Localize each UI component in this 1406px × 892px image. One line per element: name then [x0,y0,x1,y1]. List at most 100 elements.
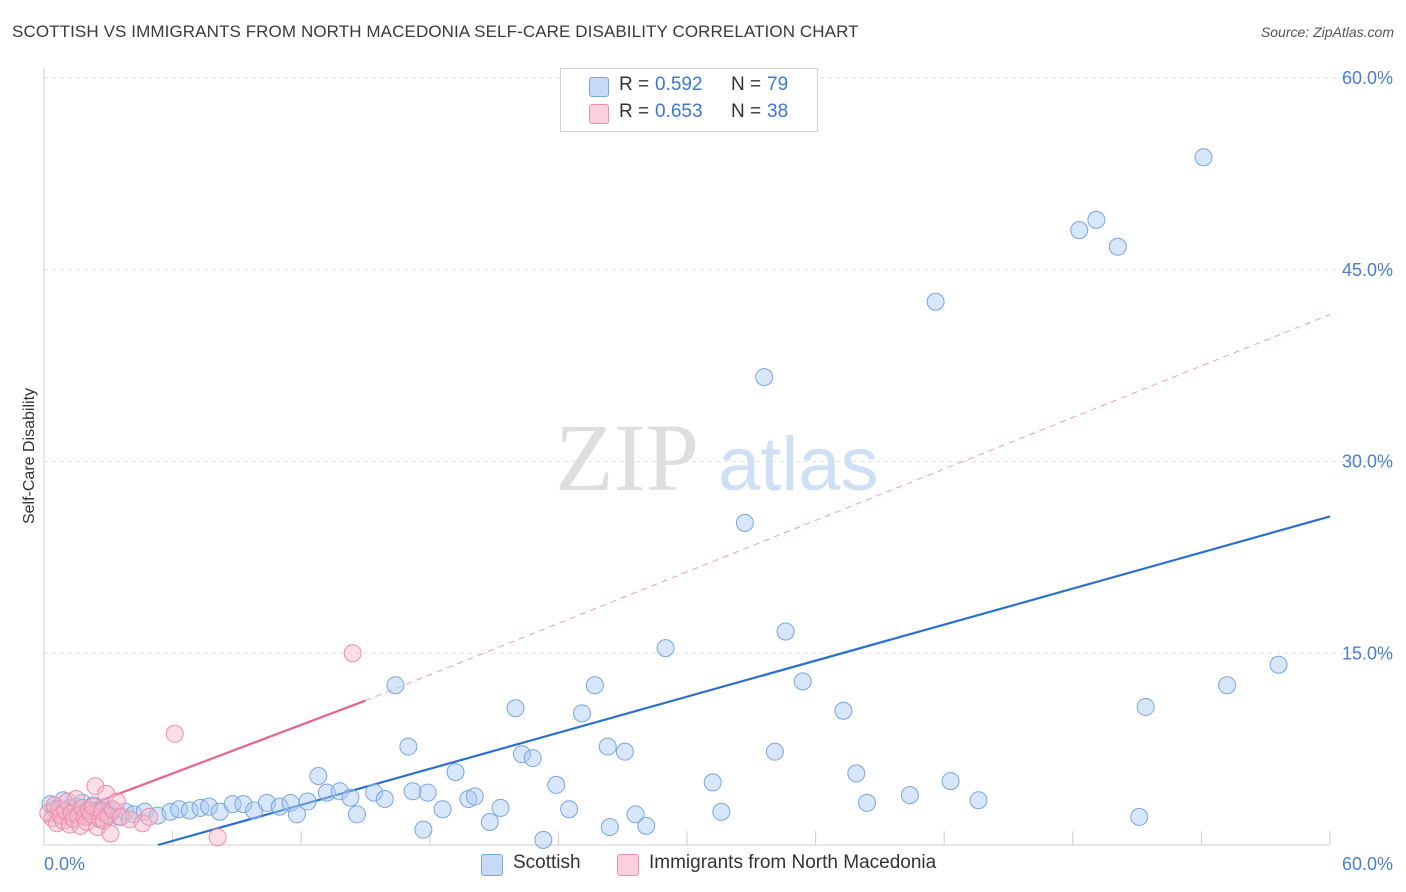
data-point [140,807,159,826]
source-label: Source: ZipAtlas.com [1260,24,1394,40]
data-point [523,749,542,768]
watermark-atlas: atlas [718,422,879,507]
data-point [309,766,328,785]
data-point [637,816,656,835]
data-point [386,676,405,695]
legend-n-value: 38 [767,101,789,122]
data-point [365,783,384,802]
data-point [900,786,919,805]
stats-legend: R = 0.592 N = 79 R = 0.653 N = 38 [560,68,818,132]
data-point [1218,676,1237,695]
legend-swatch-scottish [589,77,609,97]
data-point [465,787,484,806]
data-point [735,513,754,532]
data-point [491,798,510,817]
data-point [97,784,116,803]
data-point [234,795,253,814]
legend-r-label: R = [619,74,650,95]
y-axis-label: Self-Care Disability [21,388,38,524]
axes [43,68,1331,846]
y-tick-label: 60.0% [1342,68,1393,88]
legend-row-macedonia: R = 0.653 N = 38 [561,101,817,127]
data-point [656,639,675,658]
data-point [270,797,289,816]
data-point [560,800,579,819]
data-point [298,792,317,811]
data-point [317,783,336,802]
data-point [615,742,634,761]
data-point [926,292,945,311]
x-tick-label: 0.0% [44,854,85,874]
data-point [200,797,219,816]
data-point [834,701,853,720]
data-point [600,818,619,837]
trend-line-dashed [365,314,1331,702]
data-point [341,788,360,807]
data-point [506,699,525,718]
legend-n-value: 79 [767,74,789,95]
data-point [793,672,812,691]
data-point [133,814,152,833]
gridlines [44,77,1395,654]
legend-r-value: 0.653 [655,101,703,122]
data-point [1108,237,1127,256]
data-point [858,793,877,812]
legend-swatch-macedonia [589,104,609,124]
bottom-legend-swatch-macedonia [617,854,639,876]
data-point [414,820,433,839]
data-point [512,745,531,764]
data-point [84,797,103,816]
data-point [330,782,349,801]
axis-labels: 15.0% 30.0% 45.0% 60.0% 0.0% 60.0% Self-Care D… [21,68,1393,874]
data-point [712,802,731,821]
data-point [180,801,199,820]
data-point [1130,807,1149,826]
data-point [433,800,452,819]
legend-n-label: N = [731,101,762,122]
data-point [107,792,126,811]
data-point [208,828,227,847]
data-point [1070,221,1089,240]
data-point [446,763,465,782]
data-point [165,724,184,743]
data-points [39,148,1288,849]
data-point [399,737,418,756]
data-point [626,805,645,824]
data-point [480,812,499,831]
data-point [101,824,120,843]
data-point [1269,655,1288,674]
watermark-zip: ZIP [555,404,699,511]
legend-n-label: N = [731,74,762,95]
data-point [572,704,591,723]
data-point [343,644,362,663]
bottom-legend-label-macedonia: Immigrants from North Macedonia [649,852,937,873]
data-point [347,805,366,824]
data-point [1087,210,1106,229]
x-tick-label: 60.0% [1342,854,1393,874]
data-point [585,676,604,695]
data-point [403,782,422,801]
data-point [287,805,306,824]
series-scottish [41,148,1288,849]
series-north-macedonia [39,644,362,847]
data-point [534,830,553,849]
legend-r-label: R = [619,101,650,122]
bottom-legend-label-scottish: Scottish [513,852,581,873]
data-point [847,764,866,783]
data-point [223,795,242,814]
data-point [86,777,105,796]
data-point [547,775,566,794]
legend-r-value: 0.592 [655,74,703,95]
y-tick-label: 30.0% [1342,452,1393,472]
trend-lines [43,314,1331,847]
data-point [703,773,722,792]
bottom-legend-swatch-scottish [481,854,503,876]
watermark: ZIP atlas [555,404,879,511]
data-point [1194,148,1213,167]
data-point [598,737,617,756]
data-point [1136,697,1155,716]
y-tick-label: 15.0% [1342,643,1393,663]
chart-title: SCOTTISH VS IMMIGRANTS FROM NORTH MACEDO… [12,22,859,41]
trend-line-scottish [157,515,1331,847]
